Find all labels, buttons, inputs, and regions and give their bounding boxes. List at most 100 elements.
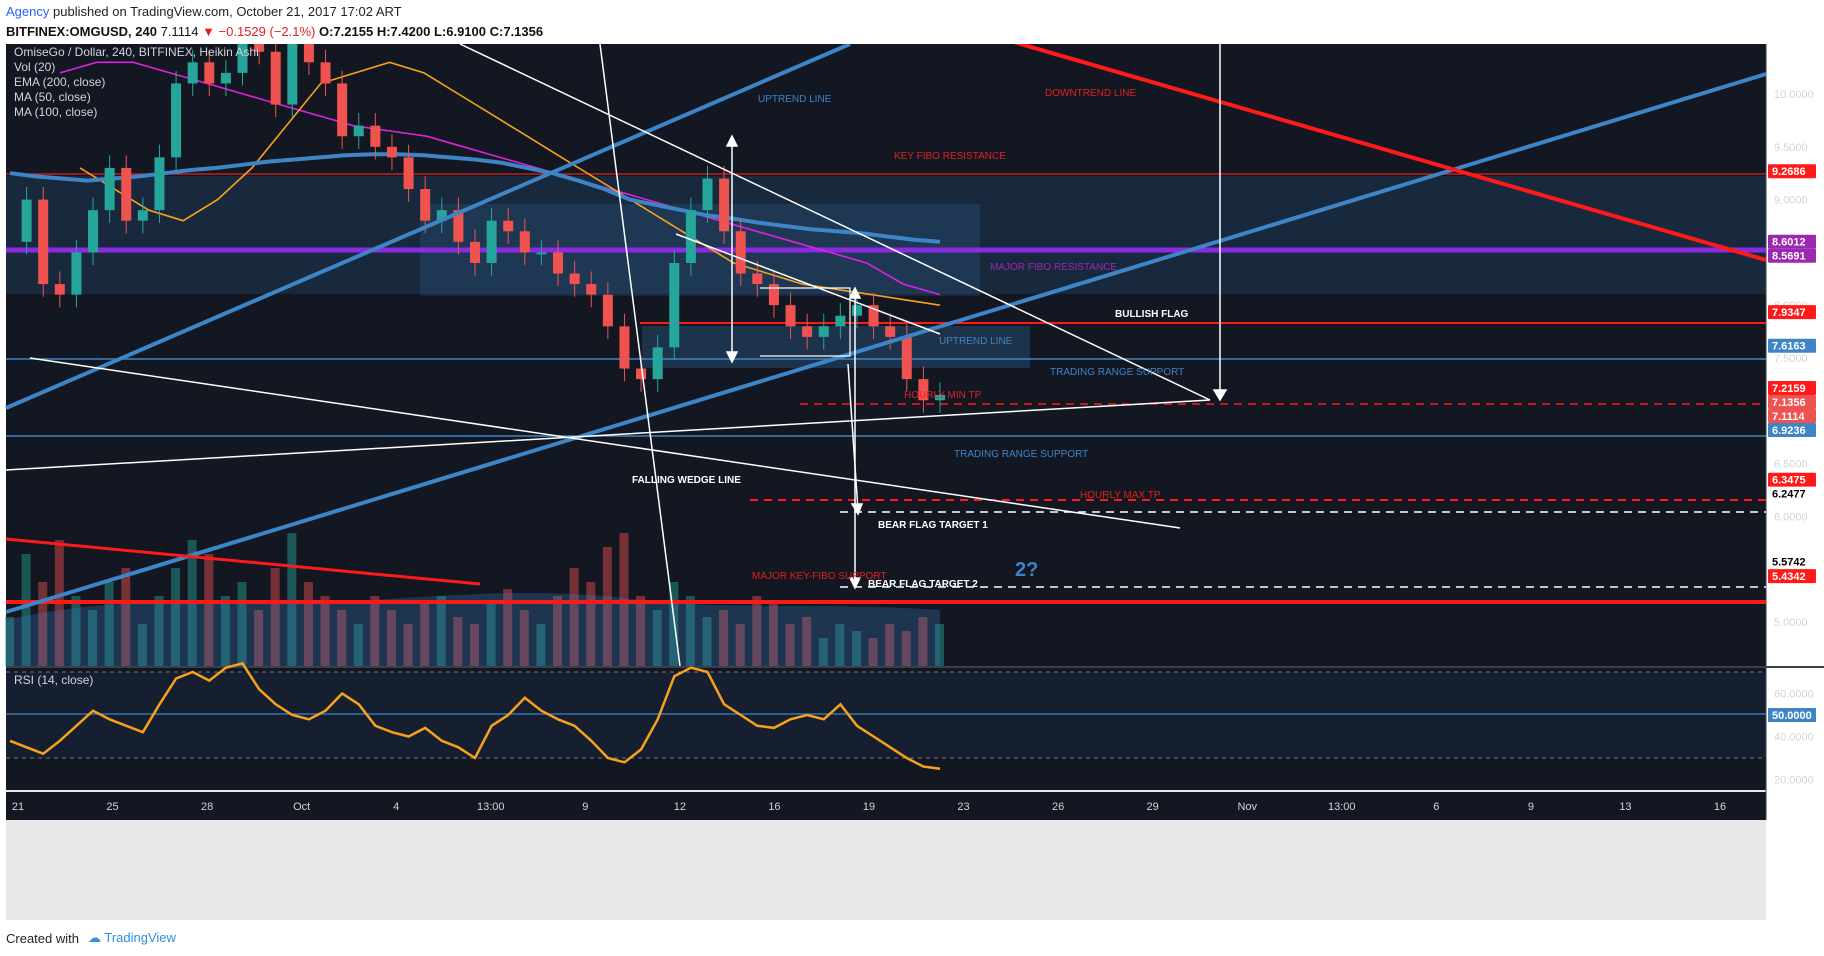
- time-axis-labels: 21 25 28 Oct 4 13:00 9 12 16 19 23 26 29 Nov 13:00 6 9 13…: [12, 801, 1726, 813]
- candle-body: [536, 252, 547, 255]
- ohlc-close: C:7.1356: [489, 24, 544, 39]
- volume-bar: [104, 582, 114, 666]
- volume-ma-area: [6, 592, 940, 666]
- candle-body: [586, 284, 597, 295]
- downtrend-line-lower: [5, 537, 481, 586]
- candle-body: [187, 62, 198, 84]
- support-box: [642, 326, 1030, 368]
- footer: Created with ☁ TradingView: [0, 920, 1824, 956]
- price-change: ▼ −0.1529 (−2.1%): [202, 24, 316, 39]
- price-label: 7.6163: [1772, 341, 1806, 353]
- candle-body: [71, 252, 82, 295]
- rsi-pane[interactable]: [6, 668, 1766, 790]
- price-axis-labels: 9.2686 8.6012 8.5691 7.9347 7.6163 7.2159 7.13…: [1768, 164, 1816, 584]
- measure-arrows: [725, 44, 1228, 590]
- label-key-fibo: KEY FIBO RESISTANCE: [894, 151, 1006, 162]
- author-link[interactable]: Agency: [6, 4, 50, 19]
- candle-body: [868, 305, 879, 327]
- footer-created: Created with: [6, 931, 79, 946]
- candle-body: [121, 167, 132, 221]
- volume-bar: [885, 624, 895, 666]
- label-uptrend-mid: UPTREND LINE: [939, 336, 1013, 347]
- volume-bar: [835, 624, 845, 666]
- volume-bar: [802, 617, 812, 666]
- time-tick: 23: [957, 801, 969, 813]
- candle-body: [287, 41, 298, 105]
- volume-bar: [204, 554, 214, 666]
- rsi-label: 50.0000: [1772, 710, 1812, 722]
- price-label-bg: [1768, 423, 1816, 438]
- price-label-bg: [1768, 164, 1816, 179]
- volume-bar: [536, 624, 546, 666]
- falling-wedge-top: [459, 43, 1211, 401]
- candles: [21, 17, 945, 413]
- ma50-line: [79, 61, 941, 306]
- volume-bar: [486, 603, 496, 666]
- candle-body: [719, 178, 730, 232]
- volume-bar: [303, 582, 313, 666]
- price-tick: 9.0000: [1774, 195, 1808, 207]
- uptrend-line-upper: [5, 42, 851, 410]
- candle-body: [885, 326, 896, 337]
- time-tick: 13:00: [1328, 801, 1356, 813]
- flag-top-line: [675, 233, 941, 335]
- volume-bar: [220, 596, 230, 666]
- time-tick: 19: [863, 801, 875, 813]
- time-tick: Oct: [293, 801, 310, 813]
- candle-body: [901, 336, 912, 380]
- volume-bar: [702, 617, 712, 666]
- price-tick: 9.5000: [1774, 142, 1808, 154]
- candle-body: [154, 157, 165, 211]
- price-label-bg: [1768, 305, 1816, 320]
- price-label-bg: [1768, 338, 1816, 353]
- candle-body: [553, 252, 564, 274]
- volume-bar: [901, 631, 911, 666]
- candle-body: [171, 83, 182, 158]
- volume-bar: [137, 624, 147, 666]
- volume-bar: [71, 596, 81, 666]
- candle-body: [818, 326, 829, 337]
- volume-bar: [669, 582, 679, 666]
- price-label-bg: [1768, 248, 1816, 263]
- price-tick: 6.0000: [1774, 511, 1808, 523]
- last-price: 7.1114: [160, 24, 199, 39]
- time-tick: 21: [12, 801, 24, 813]
- chart-svg[interactable]: UPTREND LINE DOWNTREND LINE KEY FIBO RES…: [0, 17, 1824, 920]
- volume-bar: [785, 624, 795, 666]
- candle-body: [652, 347, 663, 380]
- time-tick: 6: [1433, 801, 1439, 813]
- candle-body: [851, 305, 862, 316]
- time-tick: 25: [106, 801, 118, 813]
- price-label: 8.6012: [1772, 237, 1806, 249]
- candle-body: [702, 178, 713, 211]
- volume-bar: [768, 603, 778, 666]
- price-label-bg: [1768, 234, 1816, 249]
- candle-body: [220, 72, 231, 84]
- volume-bar: [935, 624, 944, 666]
- time-tick: 26: [1052, 801, 1064, 813]
- candle-body: [420, 189, 431, 221]
- candle-body: [685, 210, 696, 263]
- legend-ema: EMA (200, close): [14, 75, 105, 89]
- chart-area[interactable]: UPTREND LINE DOWNTREND LINE KEY FIBO RES…: [0, 17, 1824, 920]
- volume-bar: [503, 589, 513, 666]
- candle-body: [353, 125, 364, 137]
- candle-body: [204, 62, 215, 84]
- time-tick: Nov: [1237, 801, 1257, 813]
- candle-body: [453, 210, 464, 242]
- candle-body: [785, 305, 796, 327]
- tradingview-logo[interactable]: ☁ TradingView: [88, 930, 176, 945]
- candle-body: [21, 199, 32, 242]
- arrow-down-head: [725, 351, 739, 364]
- symbol-label: BITFINEX:OMGUSD, 240: [6, 24, 157, 39]
- time-axis[interactable]: [6, 792, 1766, 820]
- candle-body: [519, 231, 530, 253]
- volume-bar: [553, 596, 563, 666]
- ohlc-high: H:7.4200: [376, 24, 431, 39]
- candle-body: [503, 220, 514, 232]
- candle-body: [270, 51, 281, 105]
- price-pane[interactable]: [6, 44, 1766, 666]
- candle-body: [735, 231, 746, 274]
- price-label: 5.4342: [1772, 571, 1806, 583]
- candle-body: [337, 83, 348, 137]
